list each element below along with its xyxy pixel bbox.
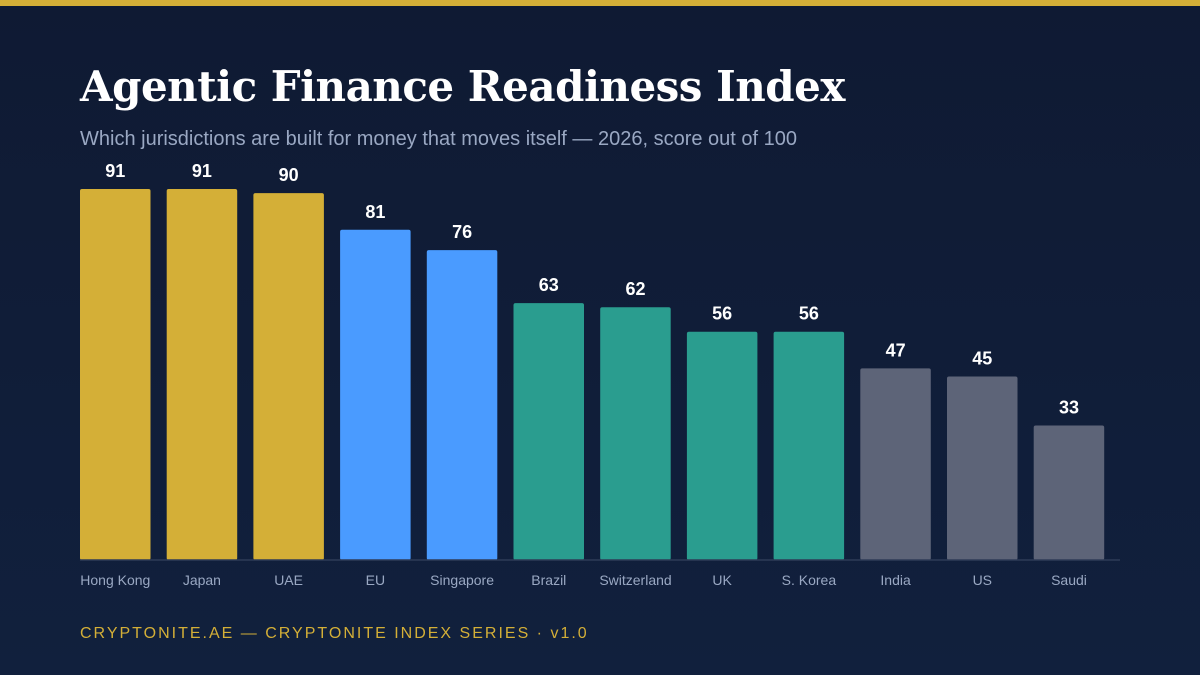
bar-india bbox=[860, 368, 931, 560]
bars-group: 91 Hong Kong 91 Japan 90 UAE 81 EU 76 Singapore 63… bbox=[80, 161, 1105, 588]
bar-uae bbox=[253, 193, 324, 560]
bar-singapore bbox=[426, 250, 498, 560]
data-label: 47 bbox=[886, 340, 906, 360]
bar-hong-kong bbox=[80, 189, 151, 560]
bar-uk bbox=[686, 331, 758, 560]
data-label: 56 bbox=[712, 304, 732, 324]
x-tick-label: Saudi bbox=[1051, 572, 1087, 588]
data-label: 81 bbox=[365, 202, 385, 222]
x-tick-label: Singapore bbox=[430, 572, 494, 588]
x-tick-label: EU bbox=[366, 572, 385, 588]
bar-us bbox=[947, 376, 1018, 560]
x-tick-label: S. Korea bbox=[782, 572, 837, 588]
x-tick-label: US bbox=[973, 572, 992, 588]
x-tick-label: Hong Kong bbox=[80, 572, 150, 588]
bar-eu bbox=[340, 229, 411, 561]
bar-saudi bbox=[1033, 425, 1105, 560]
x-tick-label: Brazil bbox=[531, 572, 566, 588]
bar-switzerland bbox=[600, 307, 671, 560]
data-label: 90 bbox=[279, 165, 299, 185]
x-tick-label: Japan bbox=[183, 572, 221, 588]
x-tick-label: UAE bbox=[274, 572, 303, 588]
chart-title: Agentic Finance Readiness Index bbox=[80, 62, 845, 111]
data-label: 91 bbox=[192, 161, 212, 181]
x-tick-label: UK bbox=[712, 572, 732, 588]
data-label: 76 bbox=[452, 222, 472, 242]
bar-s-korea bbox=[773, 331, 845, 560]
data-label: 45 bbox=[972, 349, 992, 369]
footer-credit: CRYPTONITE.AE — CRYPTONITE INDEX SERIES … bbox=[80, 625, 589, 642]
chart-subtitle: Which jurisdictions are built for money … bbox=[80, 128, 798, 150]
x-tick-label: India bbox=[880, 572, 911, 588]
data-label: 33 bbox=[1059, 398, 1079, 418]
top-accent-bar bbox=[0, 0, 1200, 6]
bar-brazil bbox=[513, 303, 584, 560]
data-label: 56 bbox=[799, 304, 819, 324]
data-label: 91 bbox=[105, 161, 125, 181]
data-label: 63 bbox=[539, 275, 559, 295]
data-label: 62 bbox=[625, 279, 645, 299]
x-tick-label: Switzerland bbox=[599, 572, 671, 588]
bar-japan bbox=[166, 189, 238, 560]
